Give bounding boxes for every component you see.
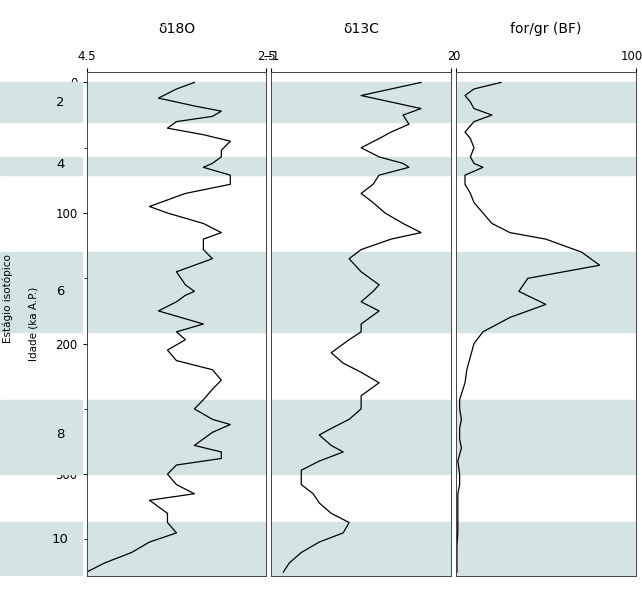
Title: δ18O: δ18O bbox=[158, 22, 195, 37]
Bar bbox=[87, 157, 266, 175]
Text: 4: 4 bbox=[56, 158, 64, 171]
Bar bbox=[87, 82, 266, 122]
Text: Estágio isotópico: Estágio isotópico bbox=[3, 254, 13, 343]
Bar bbox=[456, 523, 636, 576]
Bar bbox=[87, 523, 266, 576]
Title: δ13C: δ13C bbox=[343, 22, 379, 37]
Bar bbox=[272, 157, 451, 175]
Bar bbox=[0, 400, 83, 474]
Text: 10: 10 bbox=[51, 533, 69, 546]
Bar bbox=[87, 252, 266, 332]
Text: 8: 8 bbox=[56, 428, 64, 442]
Bar bbox=[272, 82, 451, 122]
Bar bbox=[456, 82, 636, 122]
Bar bbox=[272, 523, 451, 576]
Bar bbox=[456, 252, 636, 332]
Text: 6: 6 bbox=[56, 285, 64, 298]
Text: Idade (ka A.P.): Idade (ka A.P.) bbox=[28, 287, 39, 361]
Bar bbox=[272, 252, 451, 332]
Bar bbox=[0, 82, 83, 122]
Bar bbox=[272, 400, 451, 474]
Bar bbox=[0, 157, 83, 175]
Bar bbox=[456, 157, 636, 175]
Text: 2: 2 bbox=[56, 95, 64, 109]
Bar bbox=[0, 252, 83, 332]
Bar bbox=[456, 400, 636, 474]
Bar bbox=[87, 400, 266, 474]
Title: for/gr (BF): for/gr (BF) bbox=[510, 22, 582, 37]
Bar bbox=[0, 523, 83, 576]
